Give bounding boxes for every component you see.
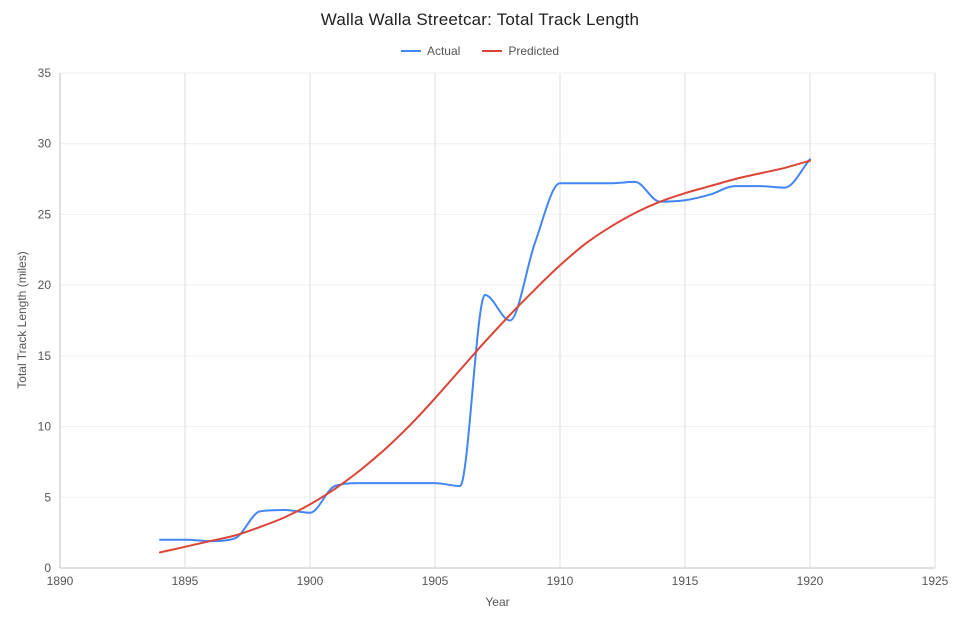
x-tick-label: 1905: [422, 574, 449, 588]
series-line-predicted: [159, 159, 811, 554]
x-axis-title: Year: [485, 595, 510, 609]
x-tick-label: 1915: [672, 574, 699, 588]
chart-legend: Actual Predicted: [0, 44, 960, 58]
series-line-actual: [159, 158, 811, 543]
y-tick-label: 35: [38, 66, 52, 80]
y-tick-label: 5: [44, 490, 51, 504]
legend-label-predicted: Predicted: [508, 44, 560, 58]
y-tick-label: 15: [38, 349, 52, 363]
legend-label-actual: Actual: [426, 44, 461, 58]
x-tick-label: 1895: [172, 574, 199, 588]
y-tick-label: 10: [38, 420, 52, 434]
x-tick-label: 1900: [297, 574, 324, 588]
chart-title: Walla Walla Streetcar: Total Track Lengt…: [320, 10, 640, 29]
y-tick-label: 25: [38, 207, 52, 221]
y-tick-label: 20: [38, 278, 52, 292]
legend-item-actual: Actual: [400, 44, 461, 58]
x-tick-label: 1925: [922, 574, 949, 588]
x-tick-label: 1920: [797, 574, 824, 588]
x-tick-label: 1910: [547, 574, 574, 588]
y-tick-label: 0: [44, 561, 51, 575]
y-axis-title: Total Track Length (miles): [15, 251, 29, 389]
y-tick-label: 30: [38, 137, 52, 151]
legend-swatch-predicted: [482, 50, 503, 52]
legend-item-predicted: Predicted: [482, 44, 559, 58]
legend-swatch-actual: [400, 50, 421, 52]
x-tick-label: 1890: [47, 574, 74, 588]
